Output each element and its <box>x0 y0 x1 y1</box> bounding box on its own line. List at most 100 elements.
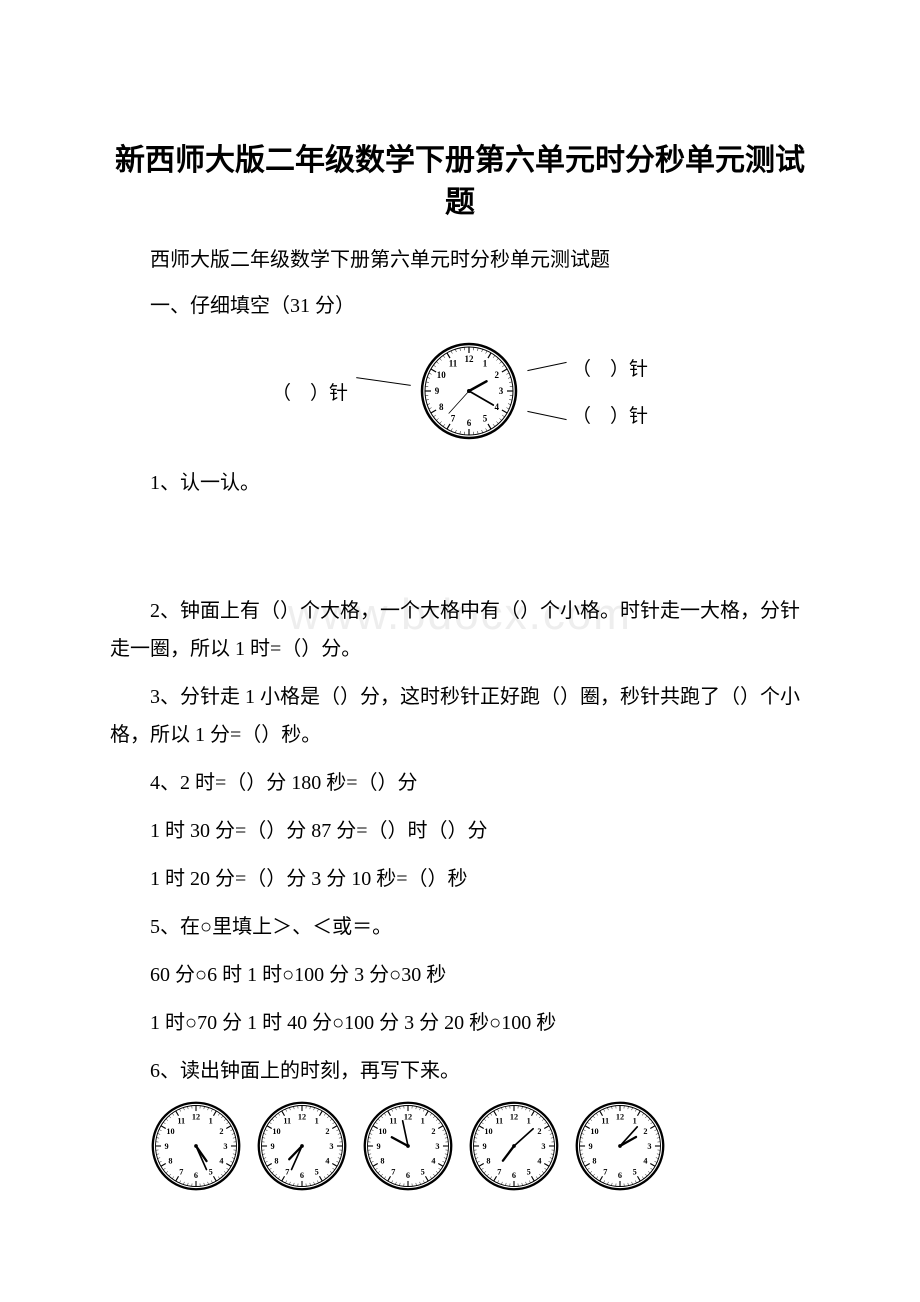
svg-text:11: 11 <box>449 358 458 368</box>
svg-text:4: 4 <box>219 1156 223 1165</box>
question-3: 3、分针走 1 小格是（）分，这时秒针正好跑（）圈，秒针共跑了（）个小格，所以 … <box>110 678 810 754</box>
lead-line <box>527 362 566 371</box>
svg-text:8: 8 <box>592 1156 596 1165</box>
svg-text:5: 5 <box>633 1167 637 1176</box>
svg-text:4: 4 <box>537 1156 541 1165</box>
svg-text:3: 3 <box>647 1142 651 1151</box>
svg-text:8: 8 <box>274 1156 278 1165</box>
svg-text:12: 12 <box>465 354 475 364</box>
svg-text:2: 2 <box>537 1127 541 1136</box>
question-4c: 1 时 20 分=（）分 3 分 10 秒=（）秒 <box>110 860 810 898</box>
clock-label-left: （ ）针 <box>272 378 348 405</box>
svg-text:11: 11 <box>389 1116 397 1125</box>
clocks-row: 1234567891011121234567891011121234567891… <box>110 1100 810 1192</box>
svg-text:11: 11 <box>601 1116 609 1125</box>
clock-icon: 123456789101112 <box>574 1100 666 1192</box>
svg-text:4: 4 <box>643 1156 647 1165</box>
svg-text:11: 11 <box>283 1116 291 1125</box>
svg-text:3: 3 <box>499 386 504 396</box>
question-5b: 60 分○6 时 1 时○100 分 3 分○30 秒 <box>110 956 810 994</box>
svg-text:10: 10 <box>272 1127 280 1136</box>
svg-text:6: 6 <box>406 1171 410 1180</box>
svg-text:12: 12 <box>616 1112 624 1121</box>
clock-icon: 123456789101112 <box>150 1100 242 1192</box>
clock-label-right2: （ ）针 <box>572 401 648 428</box>
main-clock-icon: 123456789101112 <box>419 341 519 441</box>
svg-text:7: 7 <box>451 414 456 424</box>
clock-icon: 123456789101112 <box>468 1100 560 1192</box>
svg-text:3: 3 <box>223 1142 227 1151</box>
svg-text:1: 1 <box>527 1116 531 1125</box>
svg-text:10: 10 <box>590 1127 598 1136</box>
question-1: 1、认一认。 <box>110 464 810 502</box>
svg-text:9: 9 <box>164 1142 168 1151</box>
svg-text:8: 8 <box>380 1156 384 1165</box>
svg-text:12: 12 <box>404 1112 412 1121</box>
svg-text:4: 4 <box>431 1156 435 1165</box>
svg-text:10: 10 <box>378 1127 386 1136</box>
question-4a: 4、2 时=（）分 180 秒=（）分 <box>110 764 810 802</box>
svg-text:3: 3 <box>435 1142 439 1151</box>
svg-text:6: 6 <box>618 1171 622 1180</box>
svg-text:8: 8 <box>486 1156 490 1165</box>
document-content: 新西师大版二年级数学下册第六单元时分秒单元测试题 西师大版二年级数学下册第六单元… <box>0 0 920 1232</box>
svg-text:7: 7 <box>391 1167 395 1176</box>
svg-text:2: 2 <box>325 1127 329 1136</box>
svg-text:4: 4 <box>325 1156 329 1165</box>
svg-text:5: 5 <box>315 1167 319 1176</box>
question-4b: 1 时 30 分=（）分 87 分=（）时（）分 <box>110 812 810 850</box>
svg-text:1: 1 <box>483 358 488 368</box>
svg-text:7: 7 <box>497 1167 501 1176</box>
svg-text:11: 11 <box>177 1116 185 1125</box>
svg-text:9: 9 <box>435 386 440 396</box>
svg-text:1: 1 <box>633 1116 637 1125</box>
lead-line <box>527 411 566 420</box>
svg-text:12: 12 <box>192 1112 200 1121</box>
svg-text:12: 12 <box>298 1112 306 1121</box>
svg-text:9: 9 <box>270 1142 274 1151</box>
svg-text:6: 6 <box>194 1171 198 1180</box>
svg-text:5: 5 <box>421 1167 425 1176</box>
svg-text:9: 9 <box>376 1142 380 1151</box>
svg-text:1: 1 <box>209 1116 213 1125</box>
svg-text:10: 10 <box>484 1127 492 1136</box>
svg-text:6: 6 <box>512 1171 516 1180</box>
svg-text:3: 3 <box>541 1142 545 1151</box>
section1-header: 一、仔细填空（31 分） <box>110 288 810 324</box>
svg-text:5: 5 <box>527 1167 531 1176</box>
svg-text:5: 5 <box>209 1167 213 1176</box>
question-5c: 1 时○70 分 1 时 40 分○100 分 3 分 20 秒○100 秒 <box>110 1004 810 1042</box>
svg-text:10: 10 <box>166 1127 174 1136</box>
svg-text:6: 6 <box>300 1171 304 1180</box>
svg-text:7: 7 <box>285 1167 289 1176</box>
subtitle: 西师大版二年级数学下册第六单元时分秒单元测试题 <box>110 242 810 278</box>
svg-text:3: 3 <box>329 1142 333 1151</box>
svg-text:9: 9 <box>482 1142 486 1151</box>
svg-text:7: 7 <box>179 1167 183 1176</box>
svg-text:5: 5 <box>483 414 488 424</box>
clock-label-right1: （ ）针 <box>572 354 648 381</box>
svg-text:1: 1 <box>421 1116 425 1125</box>
question-5a: 5、在○里填上＞、＜或＝。 <box>110 908 810 946</box>
svg-text:7: 7 <box>603 1167 607 1176</box>
svg-text:8: 8 <box>168 1156 172 1165</box>
question-6: 6、读出钟面上的时刻，再写下来。 <box>110 1052 810 1090</box>
svg-text:10: 10 <box>437 370 447 380</box>
svg-text:6: 6 <box>467 418 472 428</box>
svg-text:2: 2 <box>219 1127 223 1136</box>
svg-text:1: 1 <box>315 1116 319 1125</box>
svg-text:8: 8 <box>439 402 444 412</box>
svg-text:2: 2 <box>643 1127 647 1136</box>
clock-diagram: （ ）针 123456789101112 （ ）针 （ ）针 <box>110 336 810 446</box>
svg-text:2: 2 <box>431 1127 435 1136</box>
lead-line <box>356 377 411 386</box>
svg-text:11: 11 <box>495 1116 503 1125</box>
clock-icon: 123456789101112 <box>362 1100 454 1192</box>
svg-text:9: 9 <box>588 1142 592 1151</box>
svg-text:4: 4 <box>494 402 499 412</box>
question-2: 2、钟面上有（）个大格，一个大格中有（）个小格。时针走一大格，分针走一圈，所以 … <box>110 592 810 668</box>
svg-text:12: 12 <box>510 1112 518 1121</box>
svg-text:2: 2 <box>494 370 499 380</box>
clock-icon: 123456789101112 <box>256 1100 348 1192</box>
page-title: 新西师大版二年级数学下册第六单元时分秒单元测试题 <box>110 140 810 224</box>
